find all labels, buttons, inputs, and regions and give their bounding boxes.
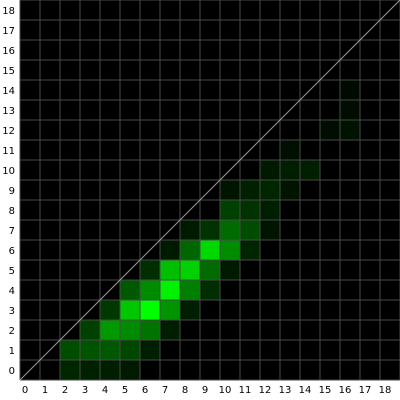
heatmap-cell: [60, 360, 80, 380]
heatmap-cell: [220, 180, 240, 200]
y-tick-label: 4: [9, 286, 15, 297]
y-tick-label: 13: [2, 106, 15, 117]
heatmap-cell: [340, 100, 360, 120]
heatmap-cell: [280, 140, 300, 160]
x-tick-label: 1: [42, 385, 48, 396]
heatmap-cell: [160, 300, 180, 320]
y-tick-label: 10: [2, 166, 15, 177]
heatmap-cell: [320, 120, 340, 140]
heatmap-cell: [100, 340, 120, 360]
x-tick-label: 4: [102, 385, 108, 396]
heatmap-cell: [180, 300, 200, 320]
heatmap-cell: [220, 200, 240, 220]
heatmap-cell: [280, 180, 300, 200]
y-tick-label: 9: [9, 186, 15, 197]
y-tick-label: 0: [9, 366, 15, 377]
y-tick-label: 17: [2, 26, 15, 37]
heatmap-cell: [240, 220, 260, 240]
x-tick-label: 7: [162, 385, 168, 396]
y-tick-label: 3: [9, 306, 15, 317]
heatmap-cell: [260, 180, 280, 200]
y-tick-label: 18: [2, 6, 15, 17]
y-tick-label: 12: [2, 126, 15, 137]
heatmap-cell: [300, 160, 320, 180]
x-tick-label: 8: [182, 385, 188, 396]
heatmap-cell: [260, 160, 280, 180]
heatmap-cell: [200, 240, 220, 260]
y-tick-label: 8: [9, 206, 15, 217]
diagonal-layer: [19, 0, 400, 381]
heatmap-cell: [100, 360, 120, 380]
heatmap-cell: [140, 300, 160, 320]
x-axis-ticks: 0 1 2 3 4 5 6 7 8 9 10 11 12 13 14 15 16 17 18: [22, 385, 392, 396]
diagonal-line: [19, 0, 400, 381]
heatmap-cell: [140, 260, 160, 280]
heatmap-cell: [340, 80, 360, 100]
x-tick-label: 6: [142, 385, 148, 396]
heatmap-cell: [80, 360, 100, 380]
heatmap-cell: [120, 340, 140, 360]
heatmap-cell: [180, 220, 200, 240]
heatmap-cell: [200, 220, 220, 240]
grid-layer: [19, 0, 400, 381]
x-tick-label: 0: [22, 385, 28, 396]
heatmap-cell: [140, 340, 160, 360]
heatmap-cell: [120, 280, 140, 300]
x-tick-label: 16: [339, 385, 352, 396]
heatmap-cell: [240, 180, 260, 200]
heatmap-cell: [260, 200, 280, 220]
heatmap-cell: [160, 320, 180, 340]
heatmap-cell: [200, 260, 220, 280]
heatmap-cell: [120, 360, 140, 380]
x-tick-label: 14: [299, 385, 312, 396]
y-tick-label: 14: [2, 86, 15, 97]
heatmap-cell: [120, 320, 140, 340]
heatmap-cell: [140, 280, 160, 300]
heatmap-cell: [260, 220, 280, 240]
heatmap-cell: [160, 240, 180, 260]
heatmap-cell: [180, 260, 200, 280]
heatmap-cell: [180, 280, 200, 300]
x-tick-label: 9: [202, 385, 208, 396]
y-tick-label: 15: [2, 66, 15, 77]
y-tick-label: 5: [9, 266, 15, 277]
x-tick-label: 5: [122, 385, 128, 396]
x-tick-label: 12: [259, 385, 272, 396]
y-tick-label: 16: [2, 46, 15, 57]
heatmap-cell: [220, 240, 240, 260]
heatmap-cell: [220, 260, 240, 280]
heatmap-cell: [220, 220, 240, 240]
heatmap-cell: [120, 300, 140, 320]
y-tick-label: 11: [2, 146, 15, 157]
x-tick-label: 3: [82, 385, 88, 396]
heatmap-cell: [240, 240, 260, 260]
heatmap-cell: [280, 160, 300, 180]
heatmap-cell: [340, 120, 360, 140]
heatmap-cell: [200, 280, 220, 300]
heatmap-cell: [240, 200, 260, 220]
heatmap-cell: [160, 280, 180, 300]
heatmap-cell: [80, 320, 100, 340]
y-tick-label: 7: [9, 226, 15, 237]
heatmap-cell: [160, 260, 180, 280]
y-tick-label: 1: [9, 346, 15, 357]
y-tick-label: 6: [9, 246, 15, 257]
x-tick-label: 13: [279, 385, 292, 396]
heatmap-cell: [180, 240, 200, 260]
heatmap-cell: [80, 340, 100, 360]
y-tick-label: 2: [9, 326, 15, 337]
x-tick-label: 17: [359, 385, 372, 396]
x-tick-label: 2: [62, 385, 68, 396]
x-tick-label: 15: [319, 385, 332, 396]
x-tick-label: 11: [239, 385, 252, 396]
heatmap-cell: [100, 320, 120, 340]
heatmap-cell: [60, 340, 80, 360]
x-tick-label: 18: [379, 385, 392, 396]
heatmap-cell: [140, 320, 160, 340]
x-tick-label: 10: [219, 385, 232, 396]
heatmap-cell: [100, 300, 120, 320]
